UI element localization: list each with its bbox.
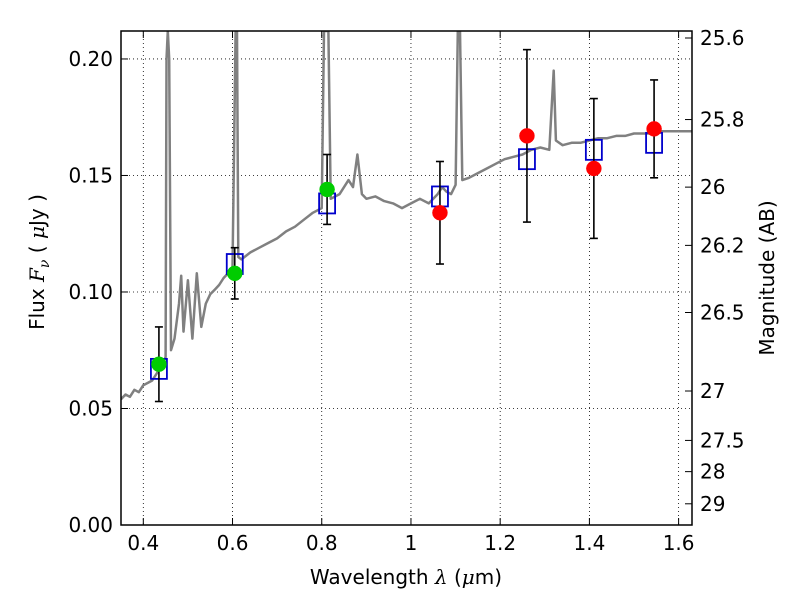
y-tick-label: 0.10 [68, 280, 113, 304]
spectrum-layer [121, 31, 692, 401]
y-tick-label: 0.00 [68, 513, 113, 537]
x-axis-label: Wavelength λ (μm) [310, 565, 502, 589]
observed-point [151, 356, 167, 372]
plot-frame [120, 30, 693, 526]
y2-axis-label: Magnitude (AB) [755, 200, 779, 355]
x-tick-label: 1 [405, 531, 418, 555]
observed-point [432, 205, 448, 221]
y2-tick-label: 29 [700, 492, 725, 516]
observed-point [586, 160, 602, 177]
y-axis-label: Flux Fν ( μJy ) [25, 194, 53, 330]
y2-tick-label: 25.8 [700, 108, 745, 132]
y-tick-label: 0.15 [68, 163, 113, 187]
observed-point [646, 121, 662, 137]
tick-layer: 0.4 0.6 0.8 1 1.2 1.4 1.6 0.00 0.05 0.10 0.15 0.20 2… [68, 26, 744, 555]
y-tick-label: 0.20 [68, 47, 113, 71]
spectrum-line [121, 31, 692, 401]
y-tick-label: 0.05 [68, 396, 113, 420]
x-tick-label: 0.6 [217, 531, 249, 555]
observed-point [227, 265, 243, 282]
grid-layer [121, 31, 692, 526]
x-tick-label: 1.2 [484, 531, 516, 555]
x-tick-label: 0.4 [127, 531, 159, 555]
y2-tick-label: 26.5 [700, 300, 745, 324]
y2-tick-label: 27.5 [700, 428, 745, 452]
x-tick-label: 1.6 [663, 531, 695, 555]
y2-tick-label: 27 [700, 379, 725, 403]
observed-point [319, 181, 335, 198]
x-tick-label: 0.8 [306, 531, 338, 555]
x-tick-label: 1.4 [573, 531, 605, 555]
y2-tick-label: 26.2 [700, 233, 745, 257]
y2-tick-label: 26 [700, 175, 725, 199]
marker-layer [150, 48, 663, 403]
observed-point [519, 128, 535, 144]
y2-tick-label: 25.6 [700, 26, 745, 50]
y2-tick-label: 28 [700, 460, 725, 484]
